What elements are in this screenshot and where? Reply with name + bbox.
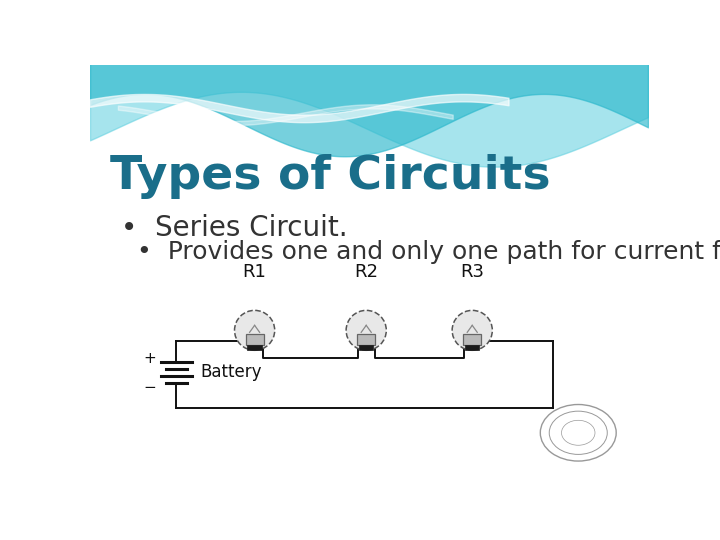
Ellipse shape [346,310,387,350]
Ellipse shape [452,310,492,350]
Bar [357,334,375,345]
Bar [463,334,481,345]
Text: Battery: Battery [200,363,262,381]
Text: •  Series Circuit.: • Series Circuit. [121,214,347,242]
Text: Types of Circuits: Types of Circuits [109,154,550,199]
Text: −: − [144,380,156,395]
Text: R1: R1 [243,263,266,281]
Bar [248,345,262,350]
Text: +: + [144,352,156,366]
Text: R3: R3 [460,263,485,281]
Text: •  Provides one and only one path for current flow.: • Provides one and only one path for cur… [138,240,720,264]
Text: R2: R2 [354,263,378,281]
Ellipse shape [235,310,275,350]
Bar [465,345,480,350]
Bar [246,334,264,345]
Bar [359,345,374,350]
